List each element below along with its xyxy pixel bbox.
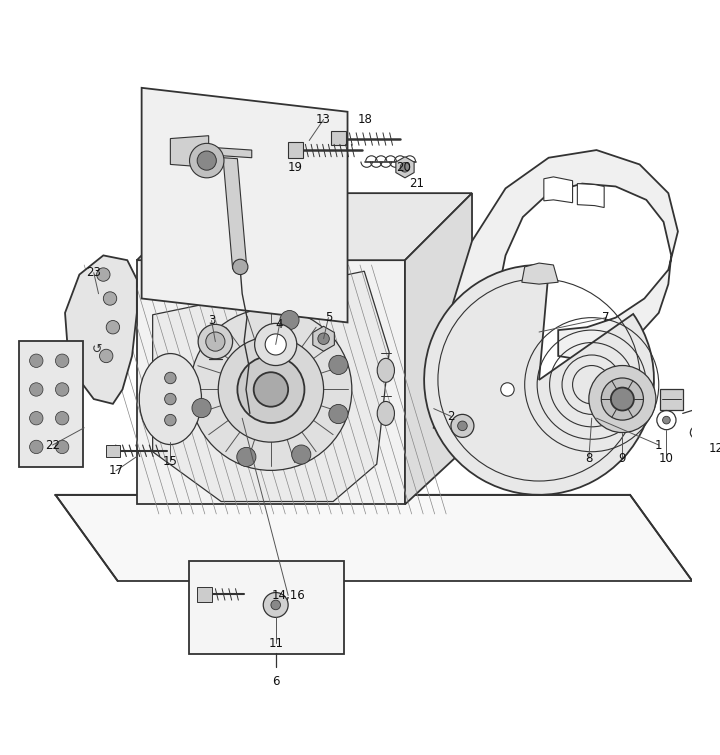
Circle shape bbox=[218, 337, 323, 442]
Circle shape bbox=[237, 448, 256, 467]
Circle shape bbox=[280, 310, 299, 330]
Text: 14,16: 14,16 bbox=[271, 589, 305, 602]
Circle shape bbox=[400, 162, 410, 172]
Text: 22: 22 bbox=[45, 439, 60, 451]
Circle shape bbox=[255, 323, 297, 365]
Polygon shape bbox=[544, 177, 572, 203]
Ellipse shape bbox=[139, 353, 202, 445]
Polygon shape bbox=[107, 445, 120, 457]
Circle shape bbox=[265, 334, 287, 355]
Polygon shape bbox=[433, 150, 678, 437]
Circle shape bbox=[30, 354, 43, 368]
Ellipse shape bbox=[377, 402, 395, 425]
Polygon shape bbox=[65, 255, 137, 404]
Circle shape bbox=[197, 151, 216, 170]
Circle shape bbox=[500, 383, 514, 396]
Text: ↺: ↺ bbox=[91, 343, 102, 356]
Polygon shape bbox=[288, 143, 302, 158]
Polygon shape bbox=[55, 495, 692, 581]
Text: 5: 5 bbox=[325, 311, 332, 324]
Circle shape bbox=[96, 268, 110, 282]
Polygon shape bbox=[137, 260, 405, 504]
Circle shape bbox=[192, 399, 211, 418]
Ellipse shape bbox=[377, 359, 395, 382]
Circle shape bbox=[55, 354, 69, 368]
Circle shape bbox=[30, 440, 43, 454]
Text: 2: 2 bbox=[447, 410, 455, 423]
Polygon shape bbox=[223, 158, 247, 270]
Text: 12: 12 bbox=[708, 442, 720, 455]
Circle shape bbox=[165, 414, 176, 426]
Circle shape bbox=[329, 356, 348, 374]
Circle shape bbox=[611, 387, 634, 411]
Circle shape bbox=[104, 291, 117, 305]
Polygon shape bbox=[331, 131, 346, 145]
Circle shape bbox=[107, 321, 120, 334]
Wedge shape bbox=[424, 265, 654, 495]
Polygon shape bbox=[405, 193, 472, 504]
Circle shape bbox=[318, 333, 329, 344]
Text: 4: 4 bbox=[276, 318, 283, 331]
Circle shape bbox=[662, 416, 670, 424]
Circle shape bbox=[189, 143, 224, 178]
Polygon shape bbox=[197, 587, 212, 602]
FancyBboxPatch shape bbox=[19, 341, 84, 467]
Text: 3: 3 bbox=[208, 314, 215, 327]
Circle shape bbox=[238, 356, 305, 423]
Circle shape bbox=[210, 329, 230, 348]
Text: 7: 7 bbox=[603, 311, 610, 324]
Circle shape bbox=[589, 365, 656, 433]
Text: 1: 1 bbox=[655, 439, 662, 451]
Circle shape bbox=[233, 259, 248, 275]
Polygon shape bbox=[577, 183, 604, 208]
Circle shape bbox=[55, 383, 69, 396]
Text: 17: 17 bbox=[108, 464, 123, 477]
Circle shape bbox=[292, 445, 311, 464]
Polygon shape bbox=[153, 271, 390, 501]
Text: 20: 20 bbox=[395, 161, 410, 174]
Text: 8: 8 bbox=[585, 452, 593, 465]
Text: 21: 21 bbox=[409, 177, 424, 190]
Polygon shape bbox=[312, 326, 334, 351]
Text: 6: 6 bbox=[272, 675, 279, 688]
Circle shape bbox=[264, 593, 288, 618]
Circle shape bbox=[458, 421, 467, 430]
Text: 23: 23 bbox=[86, 267, 102, 279]
Circle shape bbox=[30, 383, 43, 396]
Circle shape bbox=[30, 411, 43, 425]
Text: 10: 10 bbox=[659, 452, 674, 465]
Circle shape bbox=[165, 372, 176, 384]
Text: 18: 18 bbox=[357, 113, 372, 126]
Text: 13: 13 bbox=[316, 113, 331, 126]
Polygon shape bbox=[137, 193, 472, 260]
Polygon shape bbox=[171, 136, 252, 168]
Text: 19: 19 bbox=[287, 161, 302, 174]
Circle shape bbox=[165, 393, 176, 405]
Polygon shape bbox=[142, 88, 348, 322]
Text: 15: 15 bbox=[163, 455, 178, 468]
Circle shape bbox=[253, 372, 288, 407]
Circle shape bbox=[198, 325, 233, 359]
Polygon shape bbox=[522, 263, 558, 284]
Circle shape bbox=[329, 405, 348, 424]
Circle shape bbox=[55, 440, 69, 454]
Text: 9: 9 bbox=[618, 452, 626, 465]
FancyBboxPatch shape bbox=[189, 561, 343, 654]
Circle shape bbox=[190, 309, 352, 470]
Circle shape bbox=[99, 350, 113, 362]
FancyBboxPatch shape bbox=[660, 389, 683, 409]
Circle shape bbox=[451, 414, 474, 437]
Circle shape bbox=[55, 411, 69, 425]
Polygon shape bbox=[396, 157, 414, 178]
Text: 11: 11 bbox=[269, 636, 283, 650]
Circle shape bbox=[601, 378, 644, 420]
Circle shape bbox=[271, 600, 281, 610]
Circle shape bbox=[206, 332, 225, 351]
